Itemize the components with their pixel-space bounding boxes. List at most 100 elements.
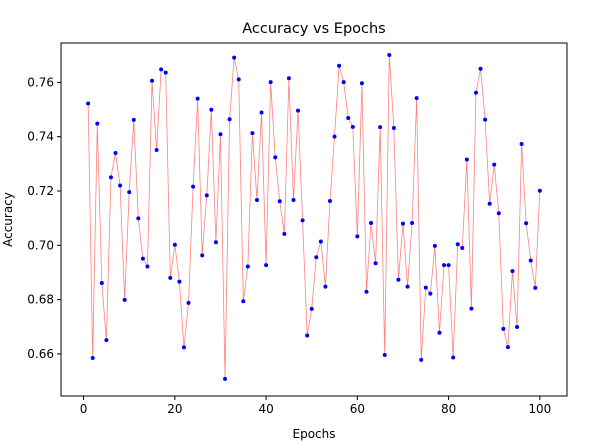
data-point [442, 263, 447, 268]
data-point [131, 117, 136, 122]
series-line [87, 54, 541, 379]
data-point [268, 80, 273, 85]
data-point [533, 285, 538, 290]
data-point [314, 255, 319, 260]
data-point [464, 157, 469, 162]
data-point [515, 325, 520, 330]
data-point [373, 261, 378, 266]
data-point [510, 269, 515, 274]
data-point [359, 81, 364, 86]
data-point [86, 101, 91, 106]
y-tick-label: 0.76 [27, 75, 54, 89]
data-point [369, 221, 374, 226]
data-point [451, 355, 456, 360]
data-point [446, 263, 451, 268]
data-point [99, 281, 104, 286]
axes-frame [60, 42, 568, 397]
data-point [423, 285, 428, 290]
data-point [410, 221, 415, 226]
data-point [305, 333, 310, 338]
data-point [159, 67, 164, 72]
data-point [350, 124, 355, 129]
data-point [309, 306, 314, 311]
data-point [90, 355, 95, 360]
data-point [378, 125, 383, 130]
data-point [136, 216, 141, 221]
data-point [323, 284, 328, 289]
data-point [327, 199, 332, 204]
data-point [437, 330, 442, 335]
data-point [492, 162, 497, 167]
data-point [108, 175, 113, 180]
data-point [291, 197, 296, 202]
y-tick-label: 0.68 [27, 293, 54, 307]
x-tick-label: 80 [441, 402, 456, 416]
data-point [286, 76, 291, 81]
data-point [172, 242, 177, 247]
data-point [241, 299, 246, 304]
data-point [487, 201, 492, 206]
plot-area-border [60, 42, 568, 397]
data-point [391, 125, 396, 130]
data-point [127, 190, 132, 195]
series-markers-group [86, 52, 542, 381]
data-point [483, 117, 488, 122]
data-point [122, 297, 127, 302]
data-point [154, 147, 159, 152]
data-point [213, 240, 218, 245]
data-point [227, 117, 232, 122]
data-point [296, 108, 301, 113]
chart-title: Accuracy vs Epochs [242, 21, 386, 37]
data-point [400, 221, 405, 226]
data-point [473, 90, 478, 95]
data-point [273, 155, 278, 160]
x-tick-label: 20 [167, 402, 182, 416]
data-point [501, 326, 506, 331]
data-point [455, 242, 460, 247]
data-point [104, 338, 109, 343]
data-point [140, 256, 145, 261]
data-point [195, 96, 200, 101]
x-tick-label: 40 [258, 402, 273, 416]
data-point [524, 221, 529, 226]
y-tick-label: 0.66 [27, 347, 54, 361]
x-tick-label: 100 [528, 402, 551, 416]
data-point [145, 264, 150, 269]
data-point [177, 279, 182, 284]
data-point [209, 107, 214, 112]
data-point [478, 66, 483, 71]
data-point [428, 291, 433, 296]
series-line-group [87, 54, 541, 379]
data-point [364, 289, 369, 294]
data-point [528, 258, 533, 263]
data-point [318, 239, 323, 244]
data-point [519, 142, 524, 147]
data-point [414, 96, 419, 101]
data-point [163, 70, 168, 75]
data-point [218, 132, 223, 137]
data-point [346, 115, 351, 120]
data-point [396, 277, 401, 282]
data-point [181, 345, 186, 350]
data-point [337, 63, 342, 68]
data-point [113, 150, 118, 155]
x-axis-ticks: 0 20 40 60 80 100 [80, 396, 551, 416]
data-point [200, 253, 205, 258]
y-tick-label: 0.74 [27, 130, 54, 144]
data-point [259, 110, 264, 115]
x-axis-label: Epochs [293, 427, 336, 441]
x-tick-label: 0 [80, 402, 88, 416]
data-point [332, 134, 337, 139]
data-point [432, 243, 437, 248]
y-axis-label: Accuracy [1, 192, 15, 247]
data-point [245, 264, 250, 269]
data-point [118, 183, 123, 188]
data-point [254, 197, 259, 202]
data-point [250, 131, 255, 136]
y-tick-label: 0.70 [27, 238, 54, 252]
data-point [232, 55, 237, 60]
data-point [460, 246, 465, 251]
data-point [382, 352, 387, 357]
